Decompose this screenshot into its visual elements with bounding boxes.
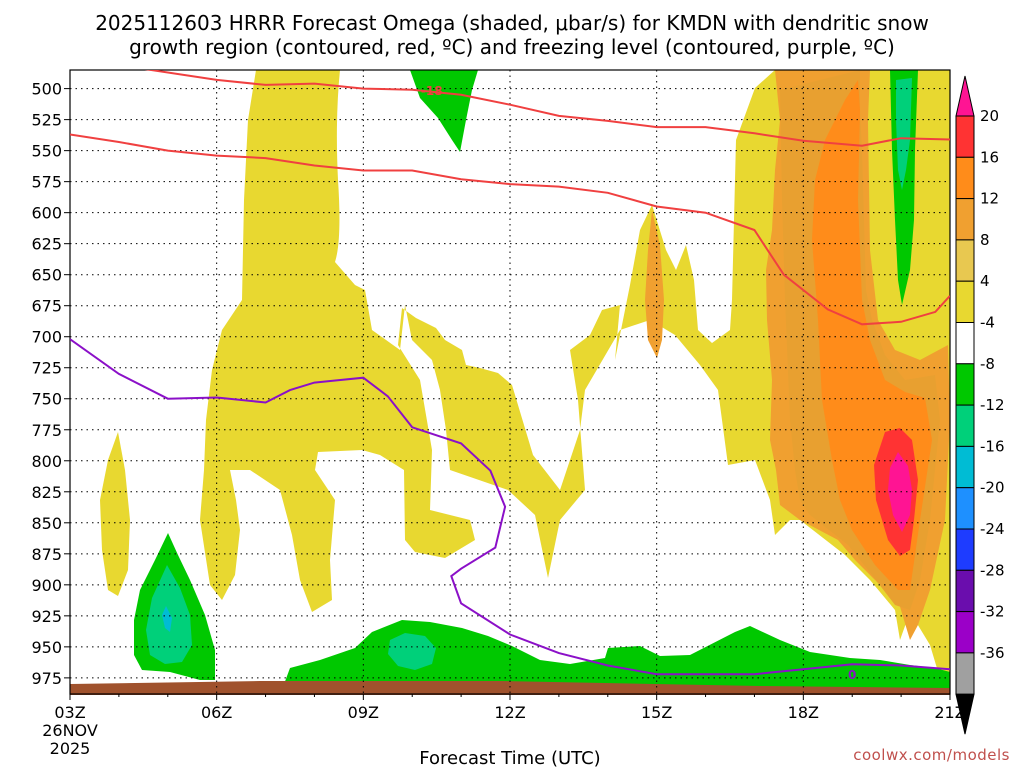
colorbar-tick-label: -12 (980, 396, 1005, 414)
colorbar-swatch (955, 156, 975, 200)
y-tick-label: 725 (31, 359, 62, 378)
chart-title-line2: growth region (contoured, red, ºC) and f… (129, 35, 895, 59)
colorbar-swatch (955, 280, 975, 324)
dendritic-contour-minus12 (70, 133, 950, 326)
colorbar-bottom-arrow (955, 693, 975, 735)
y-tick-label: 675 (31, 297, 62, 316)
y-tick-label: 650 (31, 266, 62, 285)
contour-lines: -18 0 (70, 70, 950, 682)
colorbar-tick-label: -28 (980, 561, 1005, 579)
purple-contour-label: 0 (848, 668, 856, 682)
surface-terrain-band (70, 681, 950, 695)
x-tick-date: 26NOV (42, 721, 98, 740)
y-tick-label: 975 (31, 669, 62, 688)
omega-shade-4 (200, 70, 950, 692)
x-tick-label: 03Z (54, 703, 85, 722)
colorbar: 20 16 12 8 4 -4 -8 -12 -16 -20 -24 -28 -32 -36 (955, 75, 1005, 735)
y-tick-label: 950 (31, 638, 62, 657)
freezing-level-contour (70, 338, 950, 676)
omega-shade-4-left (100, 432, 130, 596)
colorbar-tick-label: -16 (980, 437, 1005, 455)
x-tick-label: 21Z (934, 703, 965, 722)
y-tick-label: 875 (31, 545, 62, 564)
colorbar-tick-label: -8 (980, 355, 995, 373)
y-tick-label: 850 (31, 514, 62, 533)
colorbar-swatch (955, 198, 975, 241)
x-tick-label: 18Z (788, 703, 819, 722)
colorbar-swatch (955, 404, 975, 447)
colorbar-swatch (955, 239, 975, 282)
y-axis: 500 525 550 575 600 625 650 675 700 725 750 775 800 8… (31, 80, 70, 688)
omega-shade-neg8-bottom (388, 633, 436, 670)
omega-shade-neg8-right (896, 78, 912, 190)
omega-shade-neg12-left (162, 606, 172, 632)
colorbar-swatch (955, 652, 975, 695)
omega-shade-orange-15z (645, 210, 664, 358)
y-tick-label: 575 (31, 173, 62, 192)
x-tick-year: 2025 (50, 739, 91, 758)
colorbar-swatch (955, 322, 975, 365)
y-tick-label: 775 (31, 421, 62, 440)
y-tick-label: 500 (31, 80, 62, 99)
colorbar-tick-label: 12 (980, 190, 999, 208)
colorbar-tick-label: -32 (980, 603, 1005, 621)
y-tick-label: 825 (31, 483, 62, 502)
colorbar-swatch (955, 528, 975, 571)
omega-shade-20 (888, 452, 912, 532)
colorbar-top-arrow (955, 75, 975, 117)
colorbar-swatch (955, 115, 975, 158)
colorbar-tick-label: -20 (980, 479, 1005, 497)
y-tick-label: 900 (31, 576, 62, 595)
x-axis-label: Forecast Time (UTC) (419, 748, 600, 768)
chart-title-line1: 2025112603 HRRR Forecast Omega (shaded, … (95, 11, 929, 35)
x-tick-label: 09Z (348, 703, 379, 722)
colorbar-tick-label: 4 (980, 272, 990, 290)
colorbar-tick-label: -24 (980, 520, 1005, 538)
colorbar-tick-label: 20 (980, 107, 999, 125)
omega-shade-neg4-bottom (281, 620, 950, 692)
y-tick-label: 600 (31, 204, 62, 223)
y-tick-label: 700 (31, 328, 62, 347)
gridlines (70, 70, 950, 694)
y-tick-label: 750 (31, 390, 62, 409)
colorbar-tick-label: -4 (980, 314, 995, 332)
colorbar-tick-label: -36 (980, 644, 1005, 662)
omega-shade-neg4-top (410, 70, 478, 152)
watermark: coolwx.com/models (853, 746, 1010, 764)
colorbar-swatch (955, 487, 975, 530)
colorbar-swatch (955, 445, 975, 489)
x-tick-label: 12Z (494, 703, 525, 722)
colorbar-tick-label: 8 (980, 231, 990, 249)
y-tick-label: 525 (31, 111, 62, 130)
y-tick-label: 800 (31, 452, 62, 471)
y-tick-label: 625 (31, 235, 62, 254)
x-tick-label: 15Z (641, 703, 672, 722)
y-tick-label: 550 (31, 142, 62, 161)
colorbar-tick-label: 16 (980, 148, 999, 166)
dendritic-contour-minus18 (144, 70, 950, 147)
colorbar-swatch (955, 363, 975, 406)
y-tick-label: 925 (31, 607, 62, 626)
colorbar-swatch (955, 569, 975, 613)
colorbar-swatch (955, 611, 975, 654)
omega-shading (100, 70, 950, 692)
x-tick-label: 06Z (201, 703, 232, 722)
red-contour-label: -18 (421, 84, 443, 98)
